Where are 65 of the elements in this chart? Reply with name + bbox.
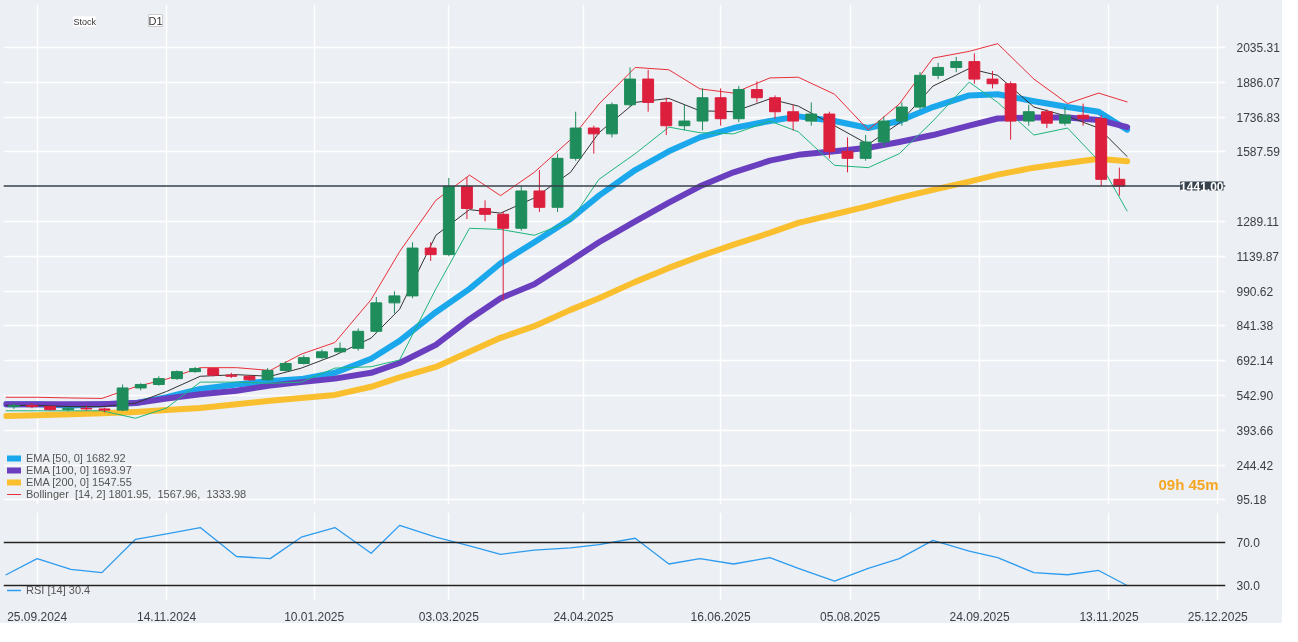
y-tick-label: 1736.83 [1236, 110, 1281, 125]
candlestick [968, 52, 981, 85]
candlestick [750, 80, 763, 103]
candlestick [1059, 106, 1071, 127]
y-tick-label: 1587.59 [1236, 145, 1281, 160]
annotation: 09h 45m [1158, 475, 1219, 493]
candlestick [714, 87, 727, 127]
legend-label: EMA [200, 0] 1547.55 [26, 476, 132, 488]
candlestick [7, 402, 20, 410]
y-tick-label: 1886.07 [1236, 75, 1281, 90]
candlestick [352, 328, 365, 352]
candlestick [787, 104, 800, 131]
candlestick [587, 125, 600, 155]
y-tick-label: 692.14 [1236, 354, 1274, 369]
x-tick-label: 14.11.2024 [137, 609, 197, 624]
x-tick-label: 24.09.2025 [949, 609, 1010, 624]
y-tick-label: 841.38 [1236, 319, 1274, 334]
y-tick-label: 95.18 [1236, 493, 1267, 508]
candlestick [660, 97, 673, 136]
candlestick [841, 136, 854, 173]
x-tick-label: 25.12.2025 [1187, 609, 1249, 624]
legend-label: EMA [100, 0] 1693.97 [26, 464, 132, 476]
candlestick [460, 176, 473, 220]
x-tick-label: 13.11.2025 [1079, 609, 1139, 624]
y-tick-label: 1289.11 [1236, 214, 1280, 229]
candlestick [769, 94, 781, 120]
candlestick [479, 199, 491, 222]
legend-label: Bollinger [14, 2] 1801.95, 1567.96, 1333.98 [26, 488, 247, 500]
candlestick [678, 104, 691, 131]
candlestick [859, 134, 872, 162]
candlestick [497, 211, 510, 302]
candlestick [895, 101, 908, 127]
candlestick [1077, 103, 1090, 127]
x-tick-label: 24.04.2025 [553, 609, 614, 624]
x-tick-label: 05.08.2025 [820, 609, 881, 624]
x-tick-label: 03.03.2025 [418, 609, 480, 624]
y-tick-label: 393.66 [1236, 423, 1274, 438]
candlestick [1022, 104, 1035, 127]
legend-label: EMA [50, 0] 1682.92 [26, 452, 126, 464]
candlestick [388, 290, 401, 314]
candlestick [334, 342, 346, 354]
y-tick-label: 2035.31 [1236, 41, 1281, 56]
y-tick-label: 1139.87 [1236, 249, 1280, 264]
candlestick [116, 383, 129, 412]
x-tick-label: 25.09.2024 [7, 609, 68, 624]
y-tick-label: 542.90 [1236, 388, 1274, 403]
candlestick [642, 69, 655, 113]
annotation: D1 [148, 14, 163, 27]
y-tick-label: 244.42 [1236, 458, 1274, 473]
candlestick [877, 115, 890, 148]
annotation: Stock [73, 16, 97, 27]
candlestick [533, 169, 546, 213]
y-tick-label: 70.0 [1236, 536, 1261, 551]
x-tick-label: 16.06.2025 [690, 609, 751, 624]
candlestick [424, 241, 437, 262]
legend-label: RSI [14] 30.4 [26, 584, 91, 596]
y-tick-label: 990.62 [1236, 284, 1274, 299]
candlestick [1040, 108, 1053, 129]
ref-line-label: 1441.00 [1180, 179, 1224, 194]
candlestick [26, 402, 38, 409]
candlestick [805, 101, 818, 127]
line-series [5, 524, 1128, 587]
y-tick-label: 30.0 [1236, 578, 1261, 593]
candlestick [696, 87, 709, 131]
x-tick-label: 10.01.2025 [284, 609, 345, 624]
